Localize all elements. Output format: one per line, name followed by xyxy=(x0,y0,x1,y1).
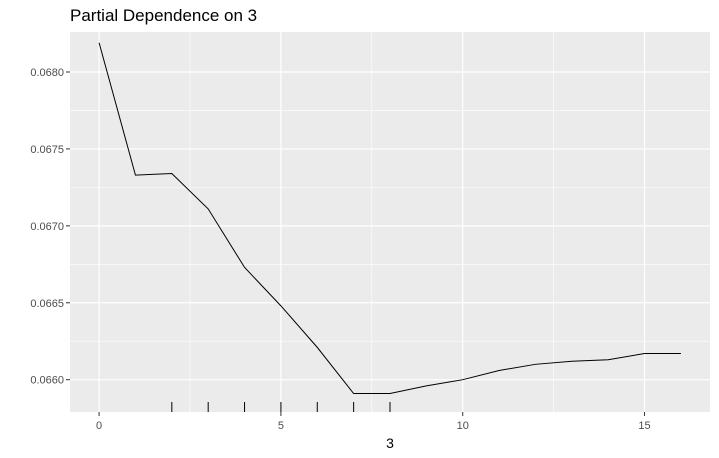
y-tick-label: 0.0675 xyxy=(30,144,64,156)
y-tick-label: 0.0670 xyxy=(30,221,64,233)
major-gridlines xyxy=(70,32,710,412)
x-tick-label: 0 xyxy=(96,420,102,432)
minor-gridlines xyxy=(70,32,710,412)
rug-marks xyxy=(171,402,391,412)
x-tick-label: 5 xyxy=(278,420,284,432)
y-tick-label: 0.0660 xyxy=(30,375,64,387)
plot-panel xyxy=(70,32,710,412)
series-layer xyxy=(98,42,681,395)
chart-title: Partial Dependence on 3 xyxy=(70,6,258,25)
x-tick-label: 15 xyxy=(638,420,650,432)
y-tick-label: 0.0680 xyxy=(30,67,64,79)
x-axis-title: 3 xyxy=(386,435,394,451)
y-axis: 0.0660 0.0665 0.0670 0.0675 0.0680 xyxy=(30,67,70,387)
x-axis: 0 5 10 15 xyxy=(96,412,651,432)
x-tick-label: 10 xyxy=(457,420,469,432)
series-line xyxy=(98,42,681,395)
y-tick-label: 0.0665 xyxy=(30,298,64,310)
